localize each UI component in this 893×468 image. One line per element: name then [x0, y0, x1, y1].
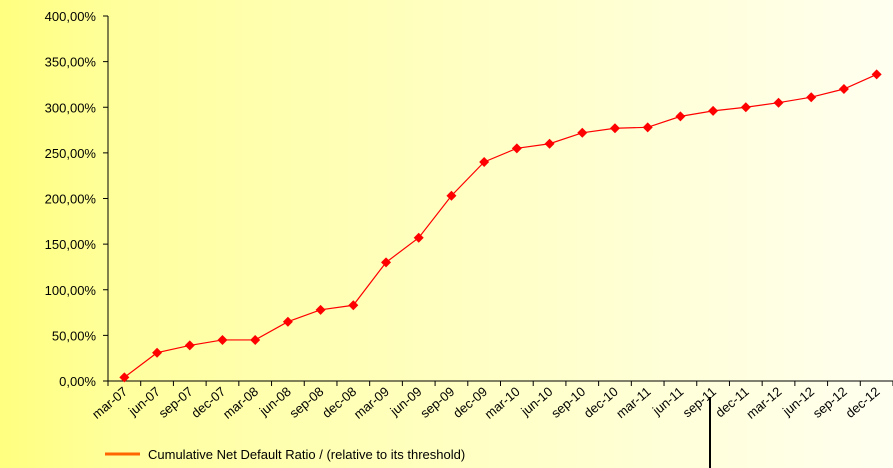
marker — [282, 316, 293, 327]
series-line — [123, 73, 877, 378]
marker — [217, 334, 228, 345]
marker — [184, 340, 195, 351]
y-tick-label: 200,00% — [45, 192, 97, 207]
legend-label: Cumulative Net Default Ratio / (relative… — [148, 447, 465, 462]
marker — [838, 84, 849, 94]
marker — [152, 347, 163, 358]
marker — [119, 372, 130, 383]
marker — [609, 123, 620, 134]
marker — [708, 105, 719, 116]
marker — [871, 69, 882, 80]
marker — [381, 257, 392, 268]
y-tick-label: 350,00% — [45, 55, 97, 70]
y-tick-label: 0,00% — [59, 374, 96, 389]
y-tick-label: 100,00% — [45, 283, 97, 298]
y-tick-label: 300,00% — [45, 100, 97, 115]
marker — [577, 127, 588, 138]
marker — [642, 122, 653, 133]
marker — [348, 300, 359, 311]
y-tick-label: 400,00% — [45, 9, 97, 24]
y-tick-label: 150,00% — [45, 237, 97, 252]
marker — [675, 111, 686, 122]
marker — [446, 190, 457, 201]
y-tick-label: 50,00% — [52, 328, 97, 343]
marker — [250, 334, 261, 345]
marker — [315, 304, 326, 315]
marker — [544, 138, 555, 149]
marker — [479, 157, 490, 167]
marker — [806, 92, 817, 103]
marker — [413, 232, 424, 243]
marker — [511, 143, 522, 154]
marker — [773, 97, 784, 108]
y-tick-label: 250,00% — [45, 146, 97, 161]
marker — [740, 102, 751, 113]
